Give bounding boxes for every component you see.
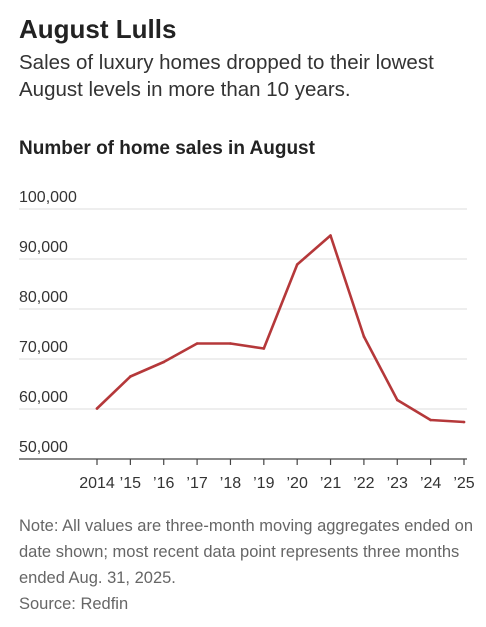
data-point bbox=[429, 418, 432, 422]
source-credit: Source: Redfin bbox=[19, 595, 129, 613]
chart-heading: Number of home sales in August bbox=[19, 138, 315, 159]
data-point bbox=[129, 375, 132, 378]
y-axis-labels: 50,000 60,000 70,000 80,000 90,000 100,000 bbox=[19, 189, 77, 456]
data-point bbox=[462, 420, 466, 424]
data-point bbox=[329, 234, 332, 237]
data-point bbox=[162, 360, 166, 364]
x-tick-label: ’20 bbox=[287, 475, 308, 492]
y-tick-label: 60,000 bbox=[19, 389, 68, 406]
x-tick-label: ’22 bbox=[353, 475, 374, 492]
chart-subtitle: Sales of luxury homes dropped to their l… bbox=[19, 51, 434, 101]
x-tick-label: ’16 bbox=[153, 475, 174, 492]
y-tick-label: 50,000 bbox=[19, 439, 68, 456]
x-tick-label: ’23 bbox=[387, 475, 408, 492]
y-tick-label: 90,000 bbox=[19, 239, 68, 256]
x-axis: 2014 ’15 ’16 ’17 ’18 ’19 ’20 ’21 ’22 ’23 ’24 ’25 bbox=[19, 458, 475, 492]
x-tick-label: ’15 bbox=[120, 475, 141, 492]
x-tick-label: ’18 bbox=[220, 475, 241, 492]
data-point bbox=[362, 335, 366, 338]
data-point bbox=[295, 263, 299, 266]
x-tick-label: ’24 bbox=[420, 475, 441, 492]
data-point bbox=[195, 342, 199, 345]
y-tick-label: 80,000 bbox=[19, 289, 68, 306]
data-series bbox=[95, 234, 466, 424]
gridlines bbox=[19, 208, 467, 410]
chart-title: August Lulls bbox=[19, 14, 177, 44]
x-tick-label: ’25 bbox=[453, 475, 474, 492]
x-tick-label: 2014 bbox=[79, 475, 115, 492]
series-line bbox=[95, 234, 466, 424]
y-tick-label: 70,000 bbox=[19, 339, 68, 356]
x-tick-label: ’21 bbox=[320, 475, 341, 492]
data-point bbox=[95, 407, 99, 410]
x-tick-label: ’17 bbox=[186, 475, 207, 492]
data-point bbox=[262, 347, 266, 350]
data-point bbox=[395, 398, 399, 402]
x-tick-label: ’19 bbox=[253, 475, 274, 492]
y-tick-label: 100,000 bbox=[19, 189, 77, 206]
footnote: Note: All values are three-month moving … bbox=[19, 517, 474, 587]
data-point bbox=[229, 342, 232, 345]
